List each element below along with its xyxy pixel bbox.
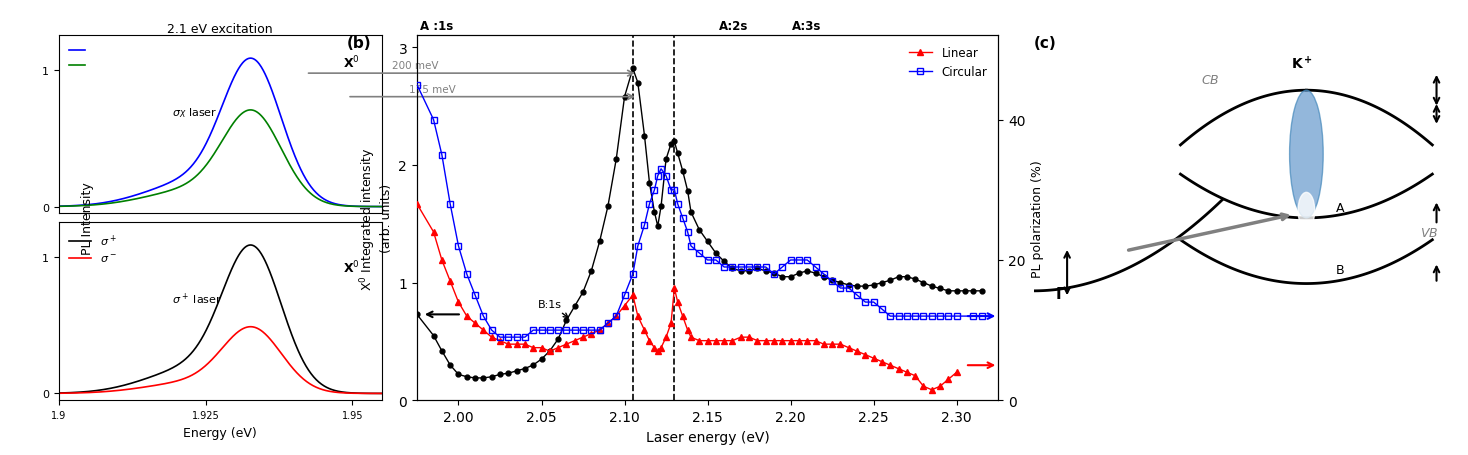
Text: A :1s: A :1s xyxy=(420,20,454,33)
Text: B:1s: B:1s xyxy=(539,299,568,318)
Text: $\sigma^+$ laser: $\sigma^+$ laser xyxy=(172,291,222,306)
Text: X$^0$: X$^0$ xyxy=(344,55,360,71)
Text: (b): (b) xyxy=(348,36,371,51)
Text: PL Intensity: PL Intensity xyxy=(81,182,94,255)
Text: A: A xyxy=(1336,201,1345,214)
Y-axis label: X$^0$ Integrated intensity
(arb. units): X$^0$ Integrated intensity (arb. units) xyxy=(358,147,393,290)
X-axis label: Laser energy (eV): Laser energy (eV) xyxy=(646,430,769,444)
Legend: $\sigma^+$, $\sigma^-$: $\sigma^+$, $\sigma^-$ xyxy=(65,228,120,269)
Text: 175 meV: 175 meV xyxy=(408,85,455,95)
Y-axis label: PL polarization (%): PL polarization (%) xyxy=(1031,160,1044,277)
Legend: , : , xyxy=(65,42,98,76)
Text: A:3s: A:3s xyxy=(791,20,821,33)
Text: $CB$: $CB$ xyxy=(1201,74,1220,87)
Text: X$^0$: X$^0$ xyxy=(344,259,360,276)
Text: A:2s: A:2s xyxy=(719,20,749,33)
Legend: Linear, Circular: Linear, Circular xyxy=(904,42,992,84)
X-axis label: Energy (eV): Energy (eV) xyxy=(184,425,257,439)
Title: 2.1 eV excitation: 2.1 eV excitation xyxy=(167,23,273,36)
Text: 200 meV: 200 meV xyxy=(392,61,439,71)
Text: $VB$: $VB$ xyxy=(1420,227,1439,240)
Ellipse shape xyxy=(1298,193,1315,229)
Ellipse shape xyxy=(1289,91,1323,218)
Text: $\sigma_X$ laser: $\sigma_X$ laser xyxy=(172,106,217,120)
Text: (c): (c) xyxy=(1033,36,1057,51)
Text: $\mathbf{\Gamma}$: $\mathbf{\Gamma}$ xyxy=(1054,285,1066,302)
Text: $\mathbf{K^+}$: $\mathbf{K^+}$ xyxy=(1292,55,1314,72)
Text: B: B xyxy=(1336,263,1345,276)
